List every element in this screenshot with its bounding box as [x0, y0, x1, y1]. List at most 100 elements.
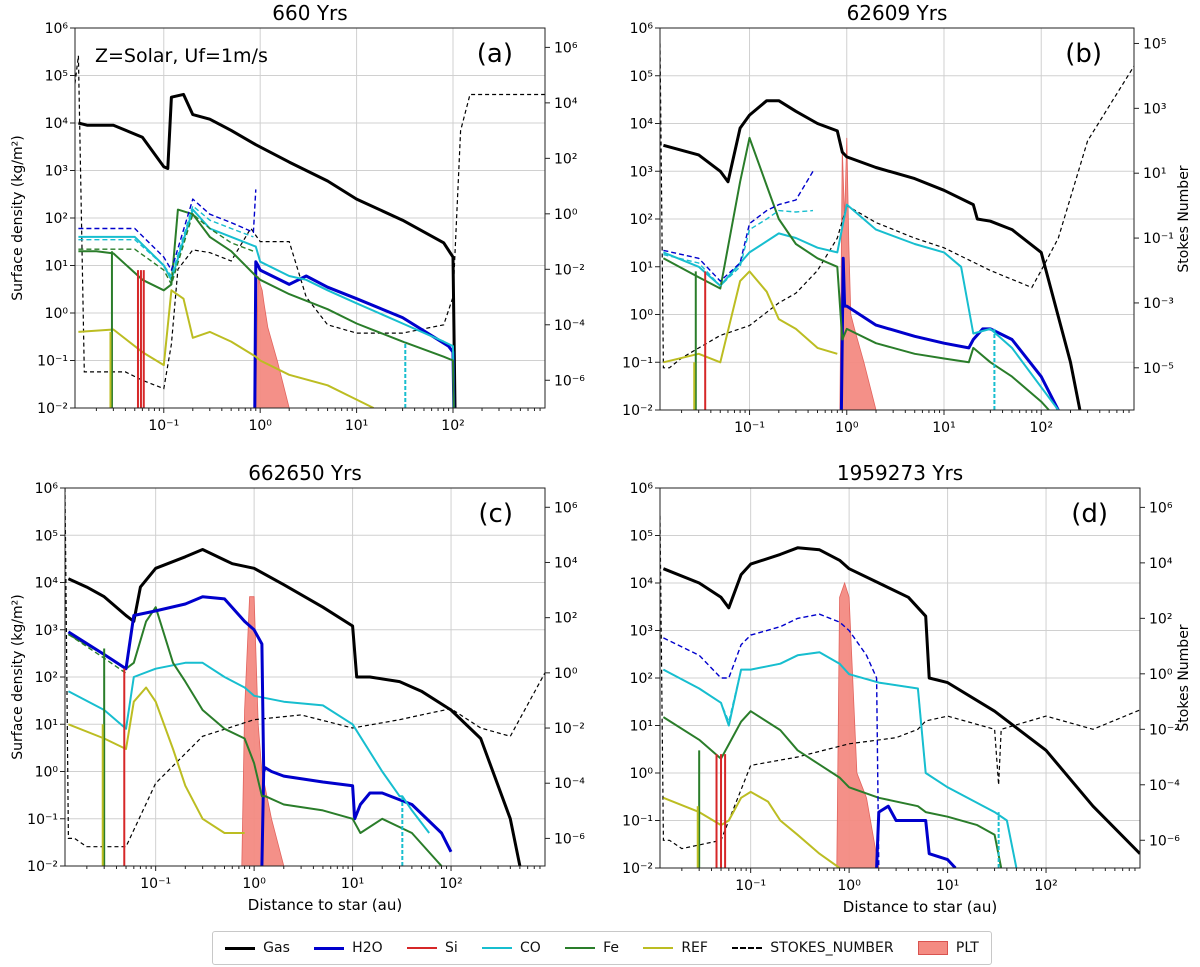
y2-tick-label: 10⁴ — [554, 555, 578, 571]
legend-label-ref: REF — [681, 940, 708, 956]
y-tick-label: 10⁻² — [27, 859, 58, 875]
stokes-number-line — [660, 515, 1140, 850]
series-ref — [663, 790, 841, 868]
x-tick-label: 10⁻¹ — [148, 418, 179, 434]
legend-label-stokes: STOKES_NUMBER — [770, 940, 894, 956]
y-tick-label: 10⁻² — [37, 401, 68, 417]
y2-tick-label: 10⁻⁴ — [1149, 778, 1180, 794]
y-tick-label: 10⁻¹ — [27, 812, 58, 828]
plt-area — [839, 137, 877, 410]
legend-swatch-si — [406, 947, 437, 949]
y-tick-label: 10⁴ — [630, 117, 654, 133]
series-h2o — [260, 766, 453, 866]
plot-area — [660, 43, 1134, 410]
stokes-number-line — [75, 55, 545, 390]
x-tick-label: 10⁰ — [242, 876, 266, 892]
plot-area — [75, 55, 545, 408]
y2-tick-label: 10⁻³ — [1143, 296, 1174, 312]
y-tick-label: 10⁵ — [45, 69, 68, 85]
x-tick-label: 10⁻¹ — [140, 876, 171, 892]
series-gas — [78, 92, 457, 408]
y-tick-label: 10⁴ — [45, 116, 69, 132]
series-h2o — [875, 804, 957, 868]
series-h2o-dashed — [67, 595, 266, 772]
panel-b: 10⁻¹ 10⁰ 10¹ 10² 10⁻² 10⁻¹ 10⁰ 10¹ 10² 10³ 10⁴ 10⁵ 1… — [622, 1, 1192, 436]
y2-tick-label: 10³ — [1143, 101, 1166, 117]
x-tick-label: 10² — [441, 418, 464, 434]
panel-letter: (c) — [478, 499, 513, 529]
y2-tick-label: 10⁶ — [554, 40, 578, 56]
series-co-dashed — [663, 209, 814, 287]
x-axis-label: Distance to star (au) — [843, 898, 997, 916]
legend-swatch-plt — [917, 941, 948, 955]
y-tick-label: 10⁵ — [630, 529, 653, 545]
legend-label-si: Si — [444, 940, 458, 956]
panel-letter: (b) — [1065, 39, 1102, 69]
y2-tick-label: 10⁻² — [1149, 722, 1180, 738]
y2-tick-label: 10⁴ — [554, 96, 578, 112]
stokes-number-line — [660, 43, 1134, 369]
y-tick-label: 10² — [630, 212, 653, 228]
y-tick-label: 10⁶ — [35, 481, 59, 497]
legend-item-co: CO — [482, 940, 541, 956]
y2-tick-label: 10⁻⁶ — [554, 373, 585, 389]
y-tick-label: 10⁻² — [622, 861, 653, 877]
series-fe — [78, 208, 455, 408]
series-fe-dashed — [78, 213, 254, 286]
series-fe-dashed — [68, 633, 127, 674]
legend-label-plt: PLT — [955, 940, 979, 956]
left-y-axis-label: Surface density (kg/m²) — [10, 594, 26, 759]
y2-tick-label: 10⁶ — [1149, 500, 1173, 516]
y-tick-label: 10² — [630, 671, 653, 687]
legend-item-plt: PLT — [917, 940, 979, 956]
series-ref — [68, 686, 245, 834]
y2-tick-label: 10⁻⁶ — [554, 831, 585, 847]
series-h2o — [839, 256, 1060, 410]
panel-a: 10⁻¹ 10⁰ 10¹ 10² 10⁻² 10⁻¹ 10⁰ 10¹ 10² 10³ 10⁴ 10⁵ 1… — [10, 1, 585, 434]
legend-swatch-h2o — [314, 946, 345, 950]
y-tick-label: 10² — [45, 211, 68, 227]
y-tick-label: 10⁴ — [630, 576, 654, 592]
y-tick-label: 10⁴ — [35, 576, 59, 592]
series-gas — [663, 99, 1082, 410]
legend-swatch-fe — [565, 947, 596, 949]
y2-tick-label: 10⁻⁵ — [1143, 361, 1174, 377]
right-y-axis-label: Stokes Number — [1176, 624, 1192, 731]
x-tick-label: 10⁰ — [835, 420, 859, 436]
y2-tick-label: 10⁻⁴ — [554, 776, 585, 792]
panel-letter: (d) — [1071, 499, 1108, 529]
legend: Gas H2O Si CO Fe REF STOKES_NUMBER PLT — [212, 931, 992, 965]
legend-swatch-gas — [225, 946, 256, 950]
series-fe — [67, 606, 443, 866]
x-tick-label: 10¹ — [345, 418, 368, 434]
x-tick-label: 10⁻¹ — [734, 420, 765, 436]
series-co — [67, 661, 430, 834]
panel-title: 660 Yrs — [272, 1, 347, 25]
plot-area — [65, 488, 545, 866]
panel-title: 62609 Yrs — [847, 1, 948, 25]
x-tick-label: 10¹ — [932, 420, 955, 436]
series-h2o — [253, 260, 456, 408]
series-ref — [663, 270, 838, 364]
y2-tick-label: 10⁶ — [554, 500, 578, 516]
legend-item-ref: REF — [643, 940, 708, 956]
y2-tick-label: 10² — [1149, 611, 1172, 627]
x-tick-label: 10⁰ — [248, 418, 272, 434]
series-ref — [78, 289, 375, 408]
y-tick-label: 10¹ — [630, 719, 653, 735]
y-tick-label: 10⁻¹ — [622, 814, 653, 830]
panel-title: 662650 Yrs — [248, 461, 362, 485]
y2-tick-label: 10⁻⁶ — [1149, 833, 1180, 849]
x-tick-label: 10² — [1034, 878, 1057, 894]
y-tick-label: 10⁶ — [45, 21, 69, 37]
y-tick-label: 10⁵ — [630, 69, 653, 85]
stokes-number-line — [65, 488, 545, 848]
panel-letter: (a) — [477, 39, 513, 69]
x-tick-label: 10⁻¹ — [735, 878, 766, 894]
x-tick-label: 10⁰ — [837, 878, 861, 894]
y-tick-label: 10² — [35, 670, 58, 686]
plt-area — [836, 581, 880, 868]
plt-area — [241, 596, 285, 866]
y-tick-label: 10⁻¹ — [37, 354, 68, 370]
